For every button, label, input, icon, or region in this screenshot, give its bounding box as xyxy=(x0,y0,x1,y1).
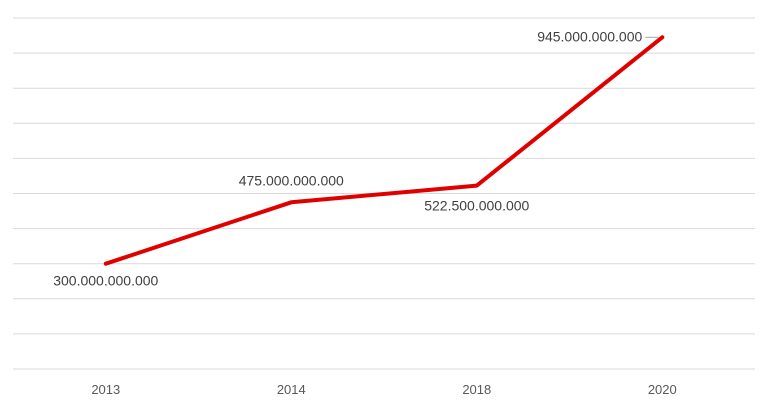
x-tick-label: 2013 xyxy=(91,382,120,397)
data-label: 475.000.000.000 xyxy=(239,172,344,188)
series-line xyxy=(103,35,665,266)
series-group xyxy=(103,35,665,266)
x-axis-tick-labels: 2013 2014 2018 2020 xyxy=(91,382,676,397)
data-label: 300.000.000.000 xyxy=(53,273,158,289)
x-tick-label: 2020 xyxy=(648,382,677,397)
data-labels: 300.000.000.000 475.000.000.000 522.500.00… xyxy=(53,28,660,289)
x-tick-label: 2014 xyxy=(277,382,306,397)
x-tick-label: 2018 xyxy=(462,382,491,397)
data-label: 945.000.000.000 xyxy=(537,28,642,44)
data-label: 522.500.000.000 xyxy=(424,198,529,214)
